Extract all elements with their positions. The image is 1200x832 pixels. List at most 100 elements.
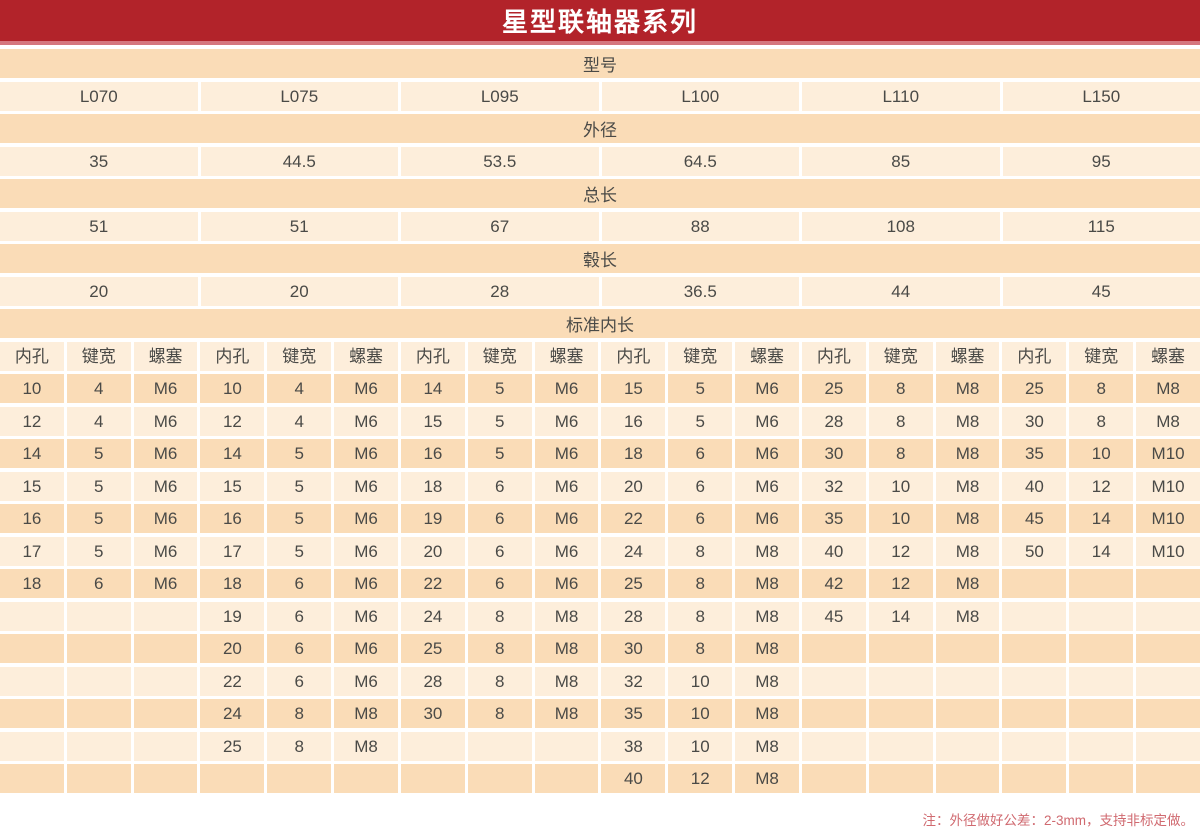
data-cell: 25 (601, 569, 666, 598)
data-cell (1069, 731, 1134, 761)
data-cell: 6 (668, 504, 733, 533)
data-cell: M8 (935, 439, 1000, 468)
data-cell (1136, 666, 1200, 696)
data-cell: 8 (868, 439, 933, 468)
spec-value-row: 35 44.5 53.5 64.5 85 95 (0, 146, 1200, 176)
spec-value-cell: L100 (601, 81, 799, 111)
data-cell: 45 (801, 601, 866, 631)
section-label-row: 总长 (0, 179, 1200, 208)
data-cell: 24 (200, 699, 265, 728)
data-cell: 15 (601, 374, 666, 403)
spec-value-cell: 53.5 (401, 146, 599, 176)
data-cell (400, 731, 465, 761)
data-cell: M8 (735, 569, 799, 598)
data-cell: 5 (467, 406, 532, 436)
data-cell: 12 (868, 569, 933, 598)
data-cell (200, 764, 265, 793)
table-row: 10 4 M6 10 4 M6 14 5 M6 15 5 M6 25 8 M8 25 8 M8 (0, 374, 1200, 403)
column-header-cell: 键宽 (668, 341, 733, 371)
data-cell: 14 (1069, 536, 1134, 566)
section-label-row: 毂长 (0, 244, 1200, 273)
data-cell: M8 (735, 699, 799, 728)
spec-value-row: 51 51 67 88 108 115 (0, 211, 1200, 241)
data-cell: M10 (1136, 471, 1200, 501)
data-cell: 14 (200, 439, 265, 468)
spec-value-cell: 51 (200, 211, 398, 241)
data-cell: M8 (935, 536, 1000, 566)
data-cell: M6 (133, 569, 198, 598)
data-cell: M6 (735, 471, 799, 501)
data-cell (1002, 601, 1067, 631)
data-cell: 4 (267, 374, 332, 403)
data-cell: 12 (1069, 471, 1134, 501)
column-header-cell: 螺塞 (334, 341, 398, 371)
data-cell (868, 666, 933, 696)
data-cell (1069, 634, 1134, 663)
column-header-cell: 键宽 (868, 341, 933, 371)
data-cell: 40 (1002, 471, 1067, 501)
data-cell (66, 666, 131, 696)
data-cell (1002, 666, 1067, 696)
data-cell: M6 (133, 406, 198, 436)
spec-value-cell: L150 (1002, 81, 1200, 111)
data-cell (534, 764, 599, 793)
data-cell: M6 (133, 504, 198, 533)
data-cell: M8 (534, 601, 599, 631)
data-cell (801, 764, 866, 793)
column-header-cell: 螺塞 (735, 341, 799, 371)
data-cell: M6 (534, 374, 599, 403)
data-cell: 8 (267, 699, 332, 728)
spec-value-cell: 88 (601, 211, 799, 241)
data-cell: 4 (267, 406, 332, 436)
table-row: 20 6 M6 25 8 M8 30 8 M8 (0, 634, 1200, 663)
data-cell (0, 764, 64, 793)
data-cell: 40 (801, 536, 866, 566)
data-cell: 12 (0, 406, 64, 436)
data-cell: 5 (267, 471, 332, 501)
data-cell (801, 634, 866, 663)
spec-value-cell: 28 (401, 276, 599, 306)
data-cell: 40 (601, 764, 666, 793)
table-row: 18 6 M6 18 6 M6 22 6 M6 25 8 M8 42 12 M8 (0, 569, 1200, 598)
data-cell: 6 (66, 569, 131, 598)
data-cell: 15 (200, 471, 265, 501)
data-cell: 8 (1069, 374, 1134, 403)
data-cell: 5 (668, 406, 733, 436)
data-cell: 10 (668, 699, 733, 728)
data-cell: 5 (66, 536, 131, 566)
data-cell: 35 (601, 699, 666, 728)
table-row: 19 6 M6 24 8 M8 28 8 M8 45 14 M8 (0, 601, 1200, 631)
data-cell: 5 (66, 471, 131, 501)
data-cell: M6 (334, 439, 398, 468)
data-cell: 50 (1002, 536, 1067, 566)
data-cell: 32 (601, 666, 666, 696)
data-cell: 5 (668, 374, 733, 403)
column-header-cell: 螺塞 (534, 341, 599, 371)
data-cell: M10 (1136, 536, 1200, 566)
spec-value-cell: L070 (0, 81, 198, 111)
data-cell (0, 666, 64, 696)
data-cell: 12 (668, 764, 733, 793)
data-cell (1136, 731, 1200, 761)
data-cell (1069, 666, 1134, 696)
data-cell: 5 (66, 504, 131, 533)
data-cell: 28 (400, 666, 465, 696)
data-cell: 6 (267, 634, 332, 663)
data-cell: M6 (534, 471, 599, 501)
data-cell: 6 (267, 569, 332, 598)
data-cell: M6 (334, 471, 398, 501)
spec-value-cell: 45 (1002, 276, 1200, 306)
data-cell (0, 699, 64, 728)
data-cell: 8 (467, 634, 532, 663)
spec-value-cell: 35 (0, 146, 198, 176)
column-header-cell: 键宽 (267, 341, 332, 371)
data-cell: M8 (935, 406, 1000, 436)
data-cell: 30 (801, 439, 866, 468)
data-cell (935, 731, 1000, 761)
data-cell (1002, 634, 1067, 663)
data-cell: 6 (267, 601, 332, 631)
data-cell (0, 634, 64, 663)
data-cell: 8 (267, 731, 332, 761)
data-cell: M8 (735, 634, 799, 663)
data-cell: M8 (935, 471, 1000, 501)
